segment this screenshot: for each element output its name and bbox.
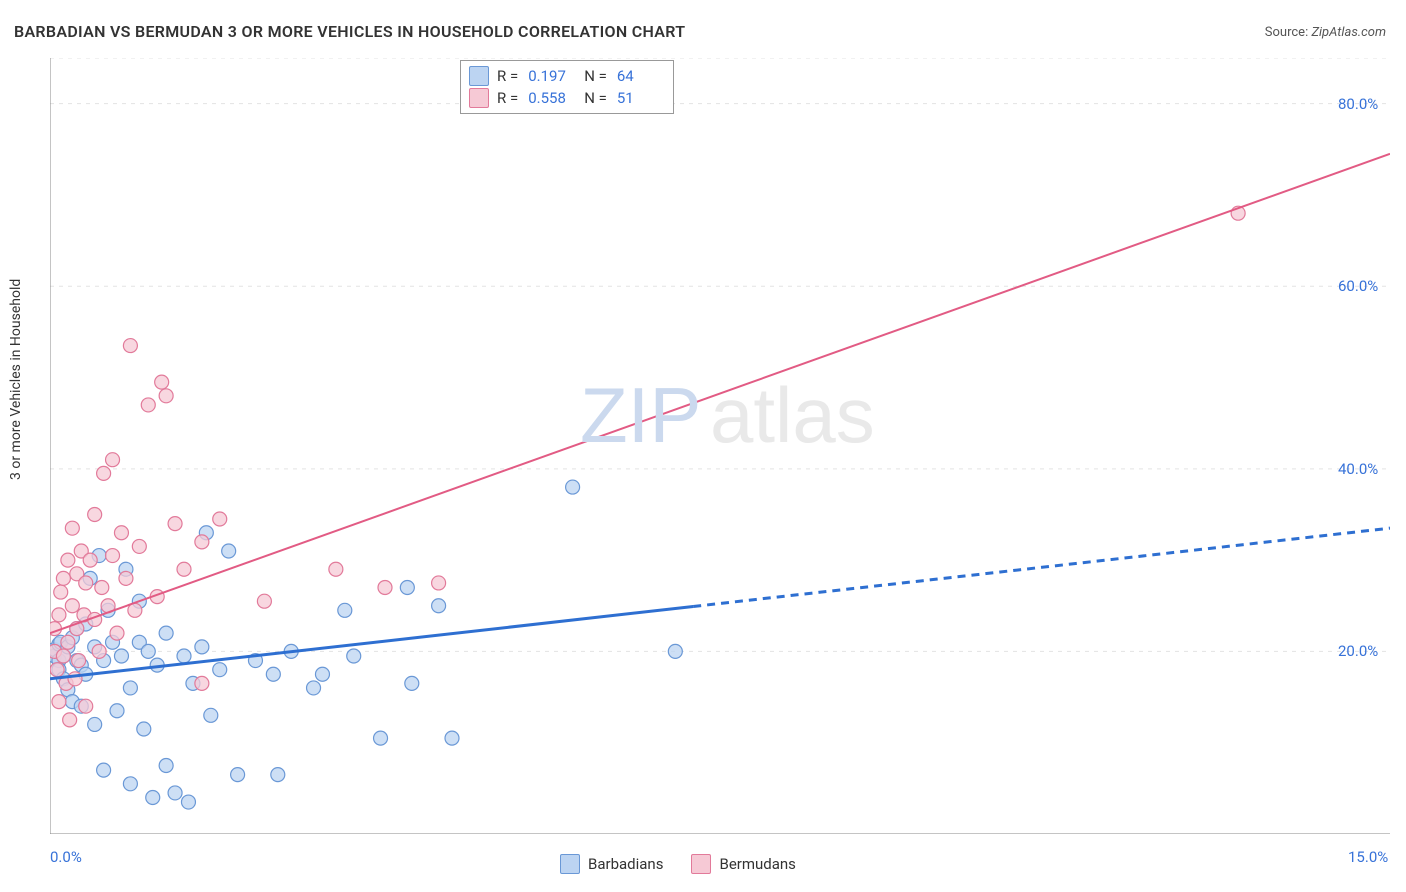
legend-swatch [469,88,489,108]
legend-n-label: N = [584,87,607,109]
scatter-plot [50,58,1390,834]
source-attribution: Source: ZipAtlas.com [1265,25,1386,40]
legend-swatch [691,854,711,874]
y-tick-label: 60.0% [1338,277,1378,295]
legend-r-value: 0.197 [528,65,576,87]
source-value: ZipAtlas.com [1311,25,1386,40]
legend-r-value: 0.558 [528,87,576,109]
x-tick-label: 0.0% [50,848,82,866]
y-tick-label: 40.0% [1338,460,1378,478]
legend-item: Bermudans [691,854,795,874]
y-tick-label: 80.0% [1338,95,1378,113]
legend-label: Barbadians [588,855,663,873]
legend-r-label: R = [497,65,518,87]
legend-n-value: 51 [617,87,665,109]
legend-item: Barbadians [560,854,663,874]
x-tick-label: 15.0% [1348,848,1388,866]
y-axis-label: 3 or more Vehicles in Household [8,279,24,480]
legend-n-value: 64 [617,65,665,87]
legend-swatch [469,66,489,86]
legend-r-label: R = [497,87,518,109]
correlation-legend: R = 0.197 N = 64 R = 0.558 N = 51 [460,60,674,114]
source-label: Source: [1265,25,1308,40]
legend-n-label: N = [584,65,607,87]
y-tick-label: 20.0% [1338,642,1378,660]
legend-row: R = 0.197 N = 64 [469,65,665,87]
chart-title: BARBADIAN VS BERMUDAN 3 OR MORE VEHICLES… [14,22,685,41]
legend-label: Bermudans [719,855,795,873]
legend-row: R = 0.558 N = 51 [469,87,665,109]
legend-swatch [560,854,580,874]
series-legend: Barbadians Bermudans [560,854,796,874]
